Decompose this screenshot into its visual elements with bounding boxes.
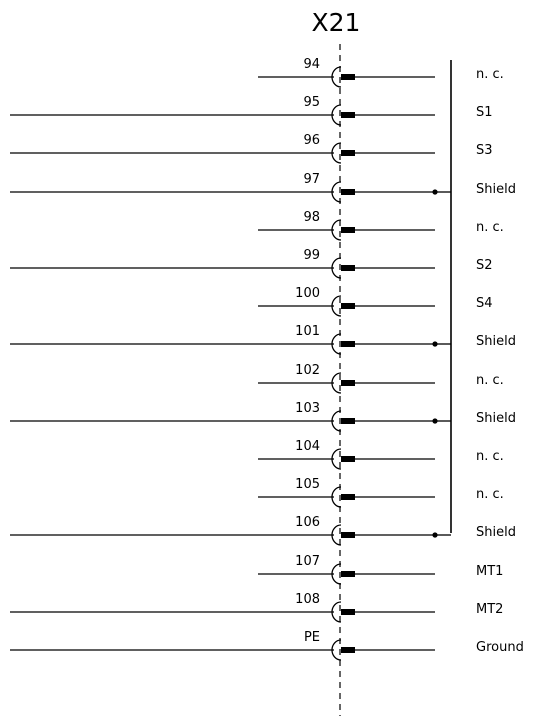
terminal-row: 108 MT2 [10,592,503,623]
connector-title: X21 [312,8,361,37]
terminal-number: 101 [295,324,320,339]
signal-label: Shield [476,182,516,197]
pin-icon [341,150,355,156]
pin-icon [341,341,355,347]
pin-icon [341,112,355,118]
terminal-row: 102 n. c. [258,363,504,394]
pin-icon [341,647,355,653]
terminal-number: 106 [295,515,320,530]
signal-label: S3 [476,143,493,158]
terminal-row: 106 Shield [10,515,516,546]
terminal-row: 107 MT1 [258,554,503,585]
terminal-row: 98 n. c. [258,210,504,241]
terminal-number: 99 [303,248,320,263]
terminal-number: 107 [295,554,320,569]
terminal-row: 96 S3 [10,133,493,164]
socket-icon [331,219,342,241]
signal-label: MT2 [476,602,503,617]
signal-label: Shield [476,334,516,349]
pin-icon [341,571,355,577]
socket-icon [331,524,342,546]
pin-icon [341,418,355,424]
signal-label: n. c. [476,449,504,464]
socket-icon [331,295,342,317]
socket-icon [331,142,342,164]
terminal-row: 94 n. c. [258,57,504,88]
signal-label: Ground [476,640,524,655]
terminal-row: 105 n. c. [258,477,504,508]
terminal-number: 108 [295,592,320,607]
terminal-row: 104 n. c. [258,439,504,470]
socket-icon [331,448,342,470]
pin-icon [341,227,355,233]
pin-icon [341,189,355,195]
socket-icon [331,372,342,394]
pin-icon [341,609,355,615]
pin-icon [341,380,355,386]
junction-dot [432,532,438,538]
pin-icon [341,265,355,271]
terminal-number: 97 [303,172,320,187]
socket-icon [331,639,342,661]
signal-label: Shield [476,525,516,540]
signal-label: S1 [476,105,493,120]
terminal-number: 104 [295,439,320,454]
socket-icon [331,66,342,88]
socket-icon [331,104,342,126]
terminal-row: 100 S4 [258,286,493,317]
pin-icon [341,532,355,538]
socket-icon [331,601,342,623]
junction-dot [432,341,438,347]
terminal-number: 98 [303,210,320,225]
terminal-number: 94 [303,57,320,72]
signal-label: Shield [476,411,516,426]
terminal-row: PE Ground [10,630,524,661]
terminal-number: 100 [295,286,320,301]
terminal-number: 96 [303,133,320,148]
terminal-number: PE [304,630,320,645]
terminal-number: 102 [295,363,320,378]
socket-icon [331,333,342,355]
socket-icon [331,563,342,585]
terminal-row: 101 Shield [10,324,516,355]
pin-icon [341,74,355,80]
pin-icon [341,456,355,462]
terminal-number: 95 [303,95,320,110]
junction-dot [432,418,438,424]
signal-label: MT1 [476,564,503,579]
signal-label: n. c. [476,487,504,502]
signal-label: S2 [476,258,493,273]
terminal-row: 95 S1 [10,95,493,126]
signal-label: n. c. [476,67,504,82]
pin-icon [341,494,355,500]
pin-icon [341,303,355,309]
terminal-row: 99 S2 [10,248,493,279]
socket-icon [331,486,342,508]
terminal-row: 103 Shield [10,401,516,432]
signal-label: S4 [476,296,493,311]
socket-icon [331,257,342,279]
terminal-number: 105 [295,477,320,492]
terminal-number: 103 [295,401,320,416]
socket-icon [331,410,342,432]
signal-label: n. c. [476,220,504,235]
terminal-row: 97 Shield [10,172,516,203]
junction-dot [432,189,438,195]
socket-icon [331,181,342,203]
signal-label: n. c. [476,373,504,388]
